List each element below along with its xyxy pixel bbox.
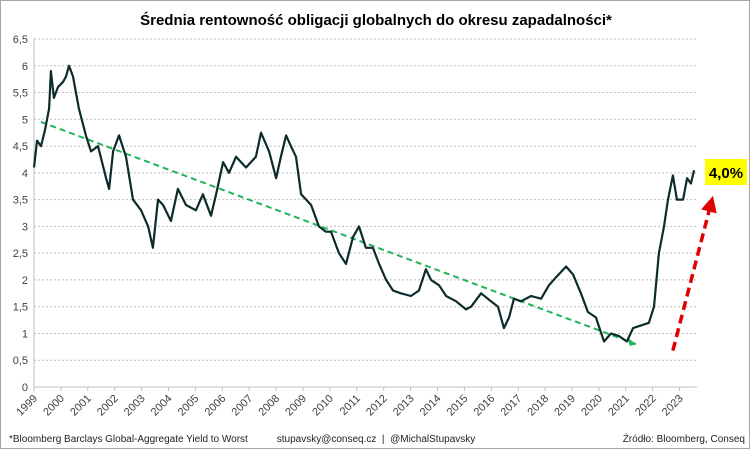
- x-tick-label: 2021: [606, 393, 632, 419]
- growth-arrowhead: [701, 195, 717, 214]
- x-tick-label: 2022: [633, 393, 659, 419]
- x-tick-label: 2003: [122, 393, 148, 419]
- x-tick-label: 2023: [660, 393, 686, 419]
- x-tick-label: 1999: [14, 393, 40, 419]
- x-tick-label: 2016: [472, 393, 498, 419]
- x-tick-label: 2019: [552, 393, 578, 419]
- chart-title: Średnia rentowność obligacji globalnych …: [140, 11, 612, 29]
- y-tick-label: 3: [22, 221, 28, 233]
- annotation-label: 4,0%: [709, 165, 743, 182]
- contact: stupavsky@conseq.cz | @MichalStupavsky: [277, 434, 476, 445]
- x-tick-label: 2005: [176, 393, 202, 419]
- x-tick-label: 2012: [364, 393, 390, 419]
- x-tick-label: 2010: [310, 393, 336, 419]
- trend-line: [40, 121, 637, 346]
- x-tick-label: 2013: [391, 393, 417, 419]
- x-tick-label: 2006: [203, 393, 229, 419]
- x-tick-label: 2015: [445, 393, 471, 419]
- y-tick-label: 1,5: [13, 302, 28, 314]
- y-tick-label: 4: [22, 168, 28, 180]
- x-tick-label: 2017: [499, 393, 525, 419]
- y-tick-label: 0,5: [13, 355, 28, 367]
- trend-arrowhead: [627, 337, 637, 347]
- x-tick-label: 2018: [525, 393, 551, 419]
- y-tick-label: 6,5: [13, 34, 28, 46]
- x-tick-label: 2008: [256, 393, 282, 419]
- y-tick-label: 5,5: [13, 88, 28, 100]
- yield-series-line: [32, 64, 696, 343]
- x-tick-label: 2000: [41, 393, 67, 419]
- y-tick-label: 0: [22, 382, 28, 394]
- x-tick-label: 2002: [95, 393, 121, 419]
- y-tick-label: 5: [22, 114, 28, 126]
- y-tick-label: 1: [22, 328, 28, 340]
- x-tick-label: 2004: [149, 393, 175, 419]
- x-tick-label: 2009: [283, 393, 309, 419]
- y-tick-label: 6: [22, 61, 28, 73]
- footnote: *Bloomberg Barclays Global-Aggregate Yie…: [9, 434, 248, 445]
- x-tick-label: 2001: [68, 393, 94, 419]
- source: Źródło: Bloomberg, Conseq: [623, 432, 745, 445]
- x-tick-label: 2011: [338, 393, 363, 418]
- growth-arrow-shaft: [671, 210, 711, 352]
- y-tick-label: 4,5: [13, 141, 28, 153]
- y-tick-label: 2: [22, 275, 28, 287]
- y-tick-label: 3,5: [13, 195, 28, 207]
- x-tick-label: 2020: [579, 393, 605, 419]
- x-tick-label: 2007: [230, 393, 256, 419]
- y-tick-label: 2,5: [13, 248, 28, 260]
- annotation-box: [705, 159, 747, 185]
- x-tick-label: 2014: [418, 393, 444, 419]
